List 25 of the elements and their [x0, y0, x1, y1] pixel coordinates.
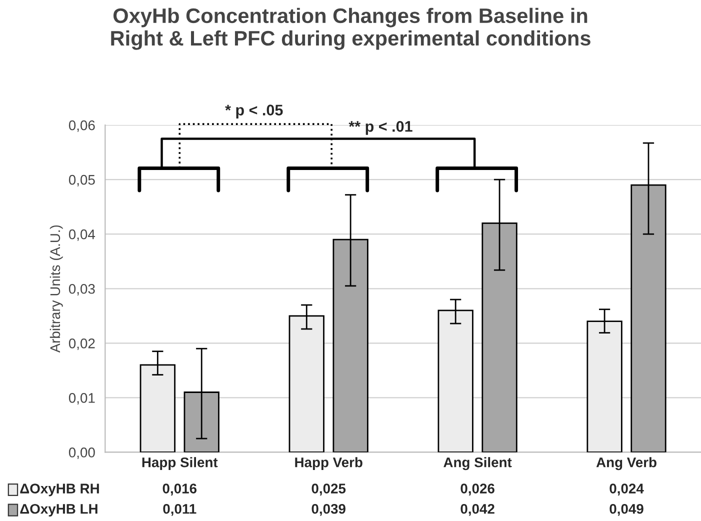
legend-label: ΔOxyHB LH	[20, 504, 98, 517]
legend-label: ΔOxyHB RH	[20, 484, 99, 496]
y-tick-label: 0,06	[68, 120, 95, 132]
y-tick-label: 0,02	[68, 338, 95, 350]
data-label: 0,049	[610, 504, 644, 516]
annotation: ** p < .01	[348, 121, 412, 135]
y-tick-label: 0,04	[68, 229, 96, 241]
y-axis-title: Arbitrary Units (A.U.)	[50, 225, 63, 353]
y-tick-label: 0,05	[68, 174, 95, 186]
data-label: 0,026	[460, 484, 494, 496]
x-tick-label: Ang Verb	[596, 457, 656, 470]
text: * p < .05	[225, 104, 283, 118]
x-tick-label: Happ Silent	[142, 457, 218, 470]
chart-title: OxyHb Concentration Changes from Baseline in Right & Left PFC during experimental conditions	[111, 8, 590, 50]
x-tick-label: Happ Verb	[295, 457, 362, 470]
y-tick-label: 0,01	[68, 393, 95, 405]
x-tick-label: Ang Silent	[444, 457, 512, 470]
data-label: 0,011	[163, 504, 196, 516]
data-label: 0,025	[312, 484, 346, 496]
data-label: 0,024	[610, 484, 644, 496]
y-tick-label: 0,00	[68, 448, 95, 460]
data-label: 0,016	[162, 484, 197, 496]
data-label: 0,042	[460, 504, 494, 516]
data-label: 0,039	[312, 504, 346, 516]
y-tick-label: 0,03	[68, 284, 95, 296]
